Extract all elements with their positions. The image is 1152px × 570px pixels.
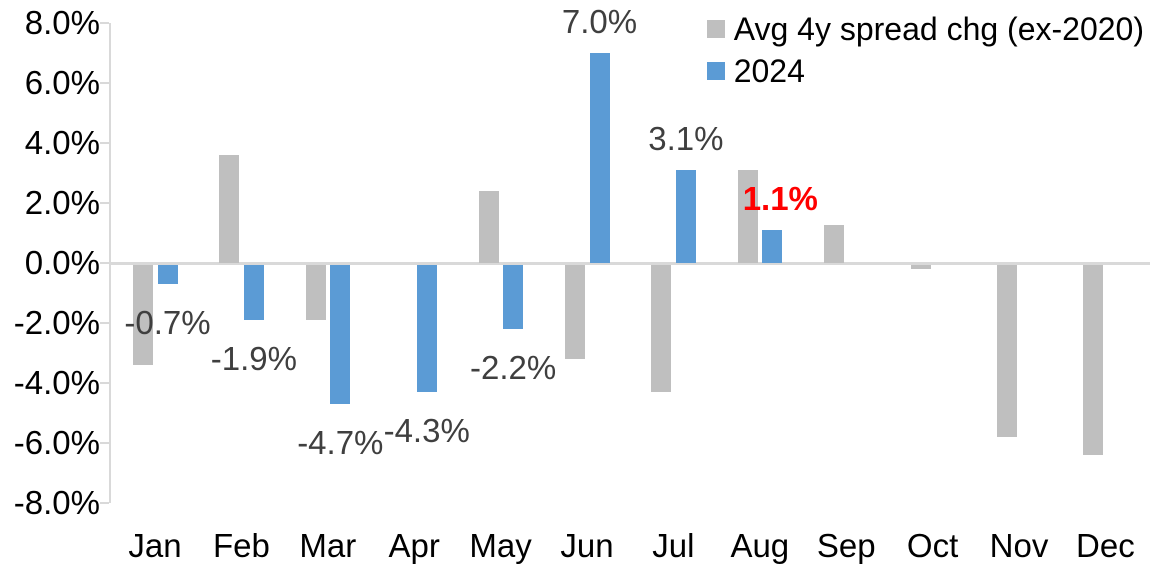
- x-axis-label-oct: Oct: [906, 527, 959, 564]
- bar-avg-4y-spread-chg-ex-2020--oct: [910, 264, 931, 269]
- bar-2024-aug: [762, 229, 783, 263]
- bar-avg-4y-spread-chg-ex-2020--nov: [997, 264, 1017, 438]
- x-axis-label-mar: Mar: [299, 527, 357, 564]
- legend-label-2024: 2024: [733, 53, 805, 89]
- y-axis-tick-mark: [100, 201, 109, 204]
- legend-swatch-gray: [706, 20, 725, 38]
- legend-swatch-blue: [706, 62, 725, 80]
- x-axis-label-nov: Nov: [989, 527, 1049, 564]
- bar-avg-4y-spread-chg-ex-2020--jun: [565, 264, 585, 360]
- y-axis-tick-mark: [100, 141, 109, 144]
- legend-item-2024: 2024: [706, 52, 1144, 90]
- bar-avg-4y-spread-chg-ex-2020--jul: [651, 264, 672, 393]
- y-axis-tick-mark: [100, 81, 109, 84]
- data-label-apr: -4.3%: [383, 412, 470, 450]
- y-axis-tick-label: 6.0%: [24, 63, 100, 101]
- zero-gridline: [110, 261, 1150, 265]
- x-axis-label-jan: Jan: [128, 527, 182, 564]
- data-label-jun: 7.0%: [561, 2, 638, 40]
- y-axis-tick-label: 0.0%: [24, 244, 100, 281]
- legend-item-avg: Avg 4y spread chg (ex-2020): [706, 10, 1144, 48]
- y-axis-tick-label: 4.0%: [24, 123, 100, 161]
- bar-avg-4y-spread-chg-ex-2020--mar: [305, 264, 326, 321]
- bar-2024-jul: [675, 169, 696, 263]
- y-axis-tick-mark: [100, 262, 109, 264]
- y-axis-tick-label: -2.0%: [13, 304, 100, 342]
- bar-avg-4y-spread-chg-ex-2020--feb: [219, 154, 240, 263]
- y-axis-tick-label: -8.0%: [13, 484, 100, 522]
- bar-avg-4y-spread-chg-ex-2020--aug: [737, 169, 758, 263]
- bar-avg-4y-spread-chg-ex-2020--dec: [1083, 264, 1104, 456]
- bar-avg-4y-spread-chg-ex-2020--may: [478, 190, 499, 263]
- bar-avg-4y-spread-chg-ex-2020--jan: [133, 264, 153, 366]
- data-label-jan: -0.7%: [124, 304, 211, 342]
- x-axis-label-sep: Sep: [816, 527, 876, 564]
- x-axis-label-apr: Apr: [388, 527, 440, 564]
- data-label-aug: 1.1%: [742, 179, 818, 217]
- y-axis-tick-mark: [100, 442, 109, 445]
- y-axis-tick-label: 2.0%: [24, 183, 100, 221]
- x-axis-label-aug: Aug: [730, 527, 790, 564]
- bar-2024-jun: [589, 52, 610, 263]
- y-axis-tick-label: 8.0%: [24, 3, 100, 41]
- y-axis-tick-mark: [100, 322, 109, 325]
- x-axis-label-jun: Jun: [560, 527, 614, 564]
- bar-2024-feb: [243, 264, 264, 321]
- x-axis-label-may: May: [469, 527, 532, 564]
- bar-2024-may: [503, 264, 524, 330]
- bar-avg-4y-spread-chg-ex-2020--sep: [824, 225, 845, 263]
- data-label-jul: 3.1%: [648, 119, 724, 157]
- x-axis-label-feb: Feb: [212, 527, 270, 564]
- y-axis-tick-label: -6.0%: [13, 424, 100, 462]
- y-axis-tick-mark: [100, 502, 109, 505]
- x-axis-label-dec: Dec: [1076, 527, 1135, 564]
- y-axis-tick-mark: [100, 21, 109, 24]
- legend-label-avg: Avg 4y spread chg (ex-2020): [733, 11, 1144, 47]
- bar-2024-jan: [157, 264, 178, 285]
- legend: Avg 4y spread chg (ex-2020) 2024: [706, 10, 1144, 90]
- bar-2024-mar: [330, 264, 351, 405]
- data-label-may: -2.2%: [469, 349, 557, 387]
- y-axis-tick-mark: [100, 382, 109, 385]
- bar-2024-apr: [416, 264, 437, 393]
- y-axis-tick-label: -4.0%: [13, 364, 100, 402]
- data-label-mar: -4.7%: [297, 424, 384, 462]
- x-axis-label-jul: Jul: [652, 527, 695, 564]
- data-label-feb: -1.9%: [210, 340, 297, 378]
